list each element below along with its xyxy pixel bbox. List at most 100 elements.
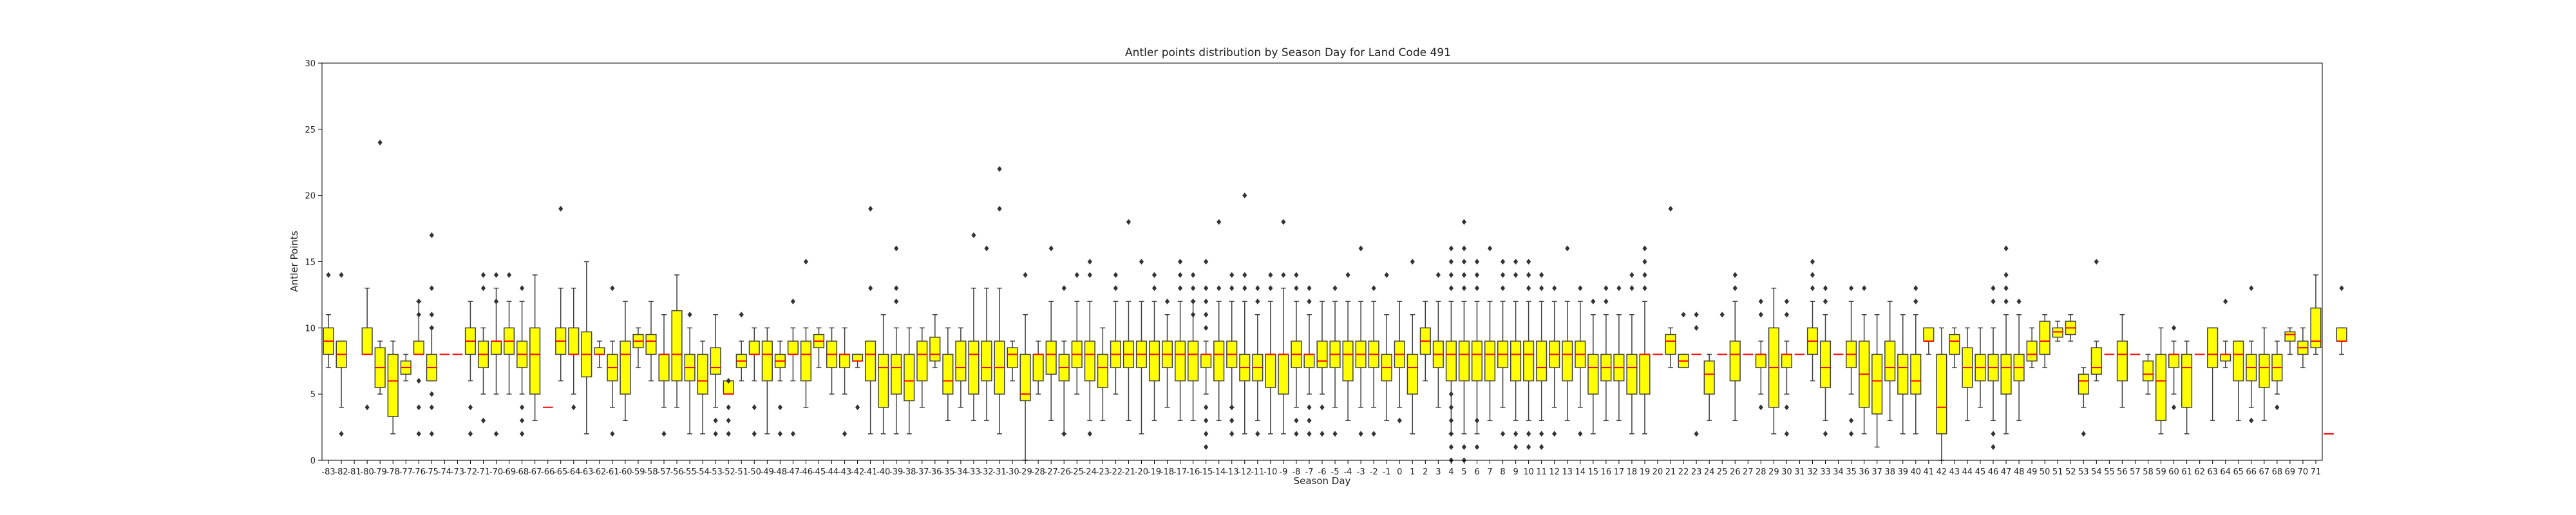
outlier-point — [326, 272, 331, 278]
box--25 — [1071, 272, 1083, 395]
outlier-point — [1694, 312, 1699, 318]
x-tick-label: -19 — [1148, 467, 1161, 477]
box--19 — [1148, 272, 1160, 422]
outlier-point — [790, 298, 796, 304]
box--31 — [994, 166, 1005, 435]
iqr-box — [645, 333, 657, 355]
outlier-point — [1255, 285, 1260, 292]
outlier-point — [339, 272, 344, 278]
x-tick-label: -28 — [1032, 467, 1045, 477]
x-tick-label: -48 — [773, 467, 787, 477]
iqr-box — [1639, 353, 1651, 395]
outlier-point — [1616, 285, 1622, 292]
outlier-point — [1552, 431, 1557, 437]
x-tick-label: 52 — [2065, 467, 2076, 477]
box--83 — [323, 272, 334, 368]
iqr-box — [1923, 327, 1935, 342]
outlier-point — [1177, 259, 1183, 265]
x-tick-label: 53 — [2078, 467, 2089, 477]
box--69 — [503, 272, 515, 395]
outlier-point — [803, 259, 809, 265]
x-tick-label: -42 — [851, 467, 864, 477]
outlier-point — [1474, 444, 1480, 450]
outlier-point — [468, 431, 473, 437]
outlier-point — [1139, 259, 1144, 265]
outlier-point — [429, 285, 434, 292]
x-tick-label: 16 — [1601, 467, 1612, 477]
box--72 — [464, 301, 477, 437]
outlier-point — [2223, 298, 2228, 304]
box--82 — [336, 272, 347, 437]
x-tick-label: -4 — [1344, 467, 1352, 477]
x-tick-label: 4 — [1448, 467, 1454, 477]
x-tick-label: -39 — [889, 467, 903, 477]
outlier-point — [1991, 431, 1996, 437]
outlier-point — [1642, 245, 1647, 252]
outlier-point — [726, 431, 731, 437]
outlier-point — [1448, 431, 1454, 437]
iqr-box — [1484, 341, 1496, 382]
outlier-point — [1023, 272, 1028, 278]
box-7 — [1484, 245, 1496, 422]
box-67 — [2259, 327, 2270, 422]
box--29 — [1019, 272, 1031, 461]
x-tick-label: -23 — [1096, 467, 1110, 477]
x-tick-label: -46 — [799, 467, 813, 477]
box--54 — [697, 341, 708, 435]
outlier-point — [1526, 259, 1531, 265]
box-43 — [1949, 327, 1960, 368]
box-19 — [1639, 245, 1651, 435]
iqr-box — [529, 327, 541, 395]
outlier-point — [1642, 285, 1647, 292]
x-tick-label: 63 — [2207, 467, 2218, 477]
outlier-point — [1191, 312, 1196, 318]
outlier-point — [1358, 431, 1363, 437]
outlier-point — [429, 431, 434, 437]
outlier-point — [2339, 285, 2344, 292]
iqr-box — [2233, 341, 2244, 382]
outlier-point — [1681, 312, 1686, 318]
box--62 — [594, 341, 605, 368]
box-12 — [1549, 285, 1560, 437]
outlier-point — [1694, 324, 1699, 331]
outlier-point — [493, 272, 499, 278]
x-tick-label: 39 — [1897, 467, 1908, 477]
outlier-point — [726, 404, 731, 411]
outlier-point — [1345, 272, 1350, 278]
outlier-point — [1204, 298, 1209, 304]
iqr-box — [904, 353, 915, 402]
x-tick-label: -18 — [1160, 467, 1174, 477]
box--32 — [981, 245, 992, 422]
outlier-point — [1758, 298, 1763, 304]
outlier-point — [1435, 272, 1441, 278]
x-tick-label: 18 — [1627, 467, 1638, 477]
outlier-point — [777, 431, 782, 437]
x-tick-label: -77 — [399, 467, 413, 477]
iqr-box — [490, 341, 502, 355]
x-tick-label: -35 — [941, 467, 954, 477]
outlier-point — [1448, 285, 1454, 292]
box--6 — [1316, 301, 1328, 437]
box-30 — [1781, 298, 1792, 437]
x-tick-label: -60 — [618, 467, 632, 477]
x-tick-label: -10 — [1264, 467, 1277, 477]
outlier-point — [1448, 404, 1454, 411]
y-tick-label: 15 — [305, 258, 316, 268]
box--28 — [1032, 341, 1044, 395]
outlier-point — [610, 285, 615, 292]
x-tick-label: -34 — [954, 467, 967, 477]
outlier-point — [1500, 272, 1506, 278]
box-26 — [1729, 272, 1741, 422]
box--50 — [748, 327, 760, 437]
x-tick-label: -7 — [1305, 467, 1313, 477]
outlier-point — [1565, 245, 1570, 252]
x-tick-label: 34 — [1833, 467, 1844, 477]
iqr-box — [2336, 327, 2347, 342]
outlier-point — [1061, 285, 1066, 292]
x-tick-label: 64 — [2220, 467, 2231, 477]
outlier-point — [1229, 272, 1235, 278]
outlier-point — [1810, 259, 1815, 265]
outlier-point — [1862, 285, 1867, 292]
x-tick-label: 42 — [1937, 467, 1947, 477]
box-11 — [1536, 272, 1548, 450]
